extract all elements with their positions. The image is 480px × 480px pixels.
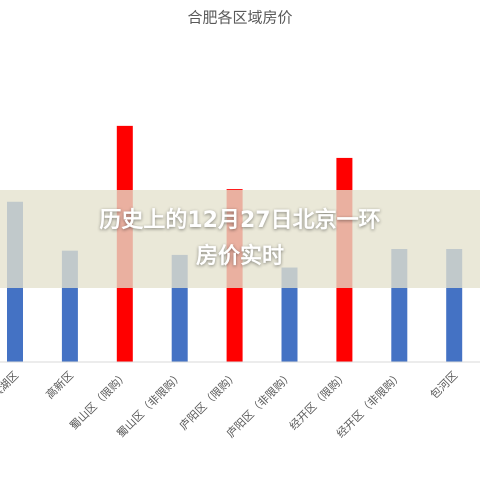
banner-line: 房价实时 (195, 244, 284, 269)
banner-line: 历史上的12月27日北京一环 (99, 208, 381, 233)
x-tick-label: 滨湖区 (0, 368, 21, 401)
chart-title: 合肥各区域房价 (187, 9, 292, 27)
x-tick-label: 高新区 (43, 368, 76, 401)
banner: 历史上的12月27日北京一环 房价实时 (0, 190, 480, 288)
bar (281, 267, 298, 362)
x-tick-label: 包河区 (428, 369, 461, 402)
